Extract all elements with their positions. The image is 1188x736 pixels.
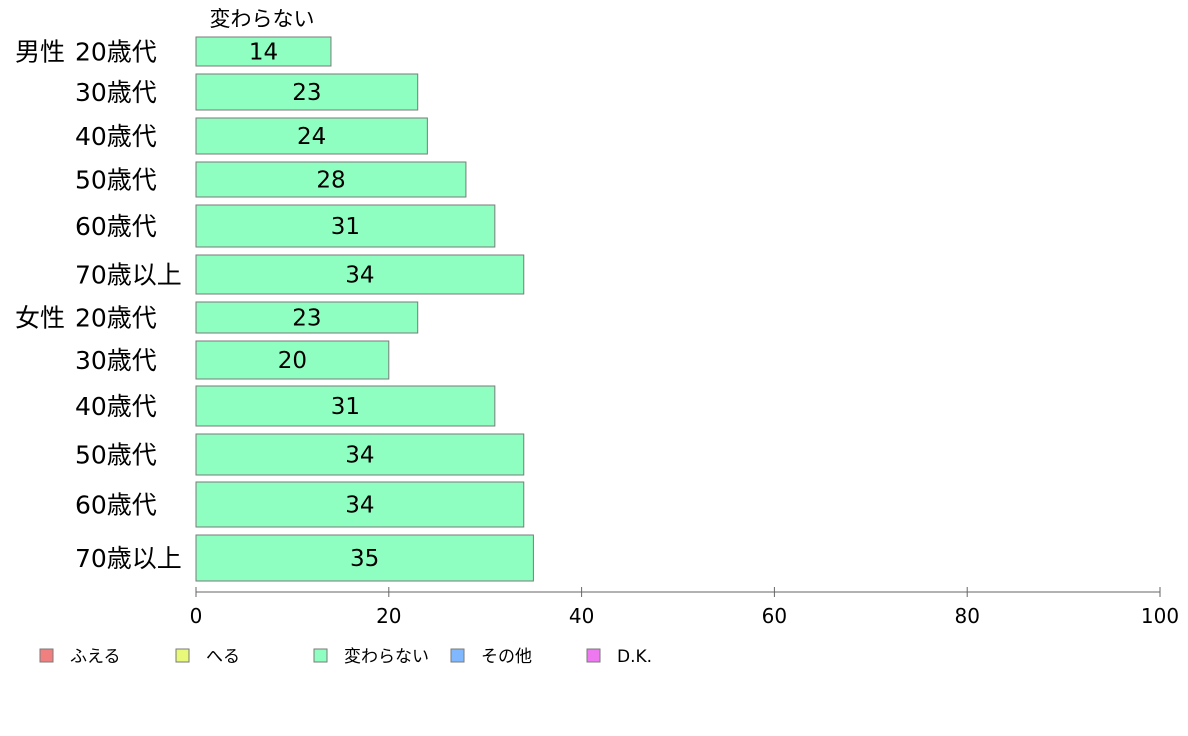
bar (195, 161, 467, 198)
bar-value-label: 14 (249, 40, 278, 66)
bar-value-label: 34 (345, 443, 374, 469)
x-tick-label: 20 (376, 604, 401, 628)
bar-value-label: 24 (297, 124, 326, 150)
bar (195, 534, 534, 582)
series-header: 変わらない (210, 7, 315, 31)
legend-label: 変わらない (344, 647, 429, 667)
bars: 14 23 24 28 31 34 23 20 31 34 34 35 (195, 36, 534, 582)
category-label: 30歳代 (75, 78, 157, 107)
bar-value-label: 31 (331, 394, 360, 420)
category-label: 40歳代 (75, 122, 157, 151)
bar-value-label: 28 (316, 168, 345, 194)
x-tick-label: 40 (569, 604, 594, 628)
x-axis: 0 20 40 60 80 100 (190, 587, 1179, 628)
x-tick-label: 60 (762, 604, 787, 628)
category-label: 20歳代 (75, 304, 157, 333)
category-label: 60歳代 (75, 212, 157, 241)
bar (195, 481, 525, 528)
bar (195, 340, 390, 380)
legend-swatch (586, 648, 601, 663)
legend-swatch (450, 648, 465, 663)
group-label: 女性 (15, 304, 65, 333)
legend-swatch (39, 648, 54, 663)
category-label: 30歳代 (75, 346, 157, 375)
bar-value-label: 34 (345, 493, 374, 519)
legend-label: ふえる (70, 647, 121, 667)
bar-value-label: 35 (350, 546, 379, 572)
x-tick-label: 80 (954, 604, 979, 628)
bar-value-label: 20 (278, 348, 307, 374)
legend-swatch (313, 648, 328, 663)
bar (195, 117, 428, 155)
bar (195, 204, 496, 248)
category-label: 40歳代 (75, 392, 157, 421)
bar-value-label: 34 (345, 263, 374, 289)
bar (195, 36, 332, 67)
category-label: 70歳以上 (75, 261, 182, 290)
bar (195, 301, 419, 334)
bar (195, 433, 525, 476)
x-tick-label: 0 (190, 604, 203, 628)
bar (195, 73, 419, 111)
bar-value-label: 23 (292, 306, 321, 332)
category-label: 20歳代 (75, 38, 157, 67)
group-label: 男性 (15, 38, 65, 67)
x-tick-label: 100 (1141, 604, 1179, 628)
bar-value-label: 31 (331, 214, 360, 240)
category-label: 60歳代 (75, 491, 157, 520)
bar (195, 385, 496, 427)
legend-label: その他 (481, 647, 532, 667)
bar (195, 254, 525, 295)
legend: ふえる へる 変わらない その他 D.K. (39, 647, 652, 667)
legend-label: へる (206, 647, 240, 667)
bar-value-label: 23 (292, 80, 321, 106)
category-label: 50歳代 (75, 166, 157, 195)
legend-label: D.K. (617, 647, 652, 667)
category-label: 70歳以上 (75, 544, 182, 573)
category-label: 50歳代 (75, 441, 157, 470)
category-labels: 20歳代 30歳代 40歳代 50歳代 60歳代 70歳以上 20歳代 30歳代 40歳代 50歳… (15, 38, 182, 574)
legend-swatch (175, 648, 190, 663)
